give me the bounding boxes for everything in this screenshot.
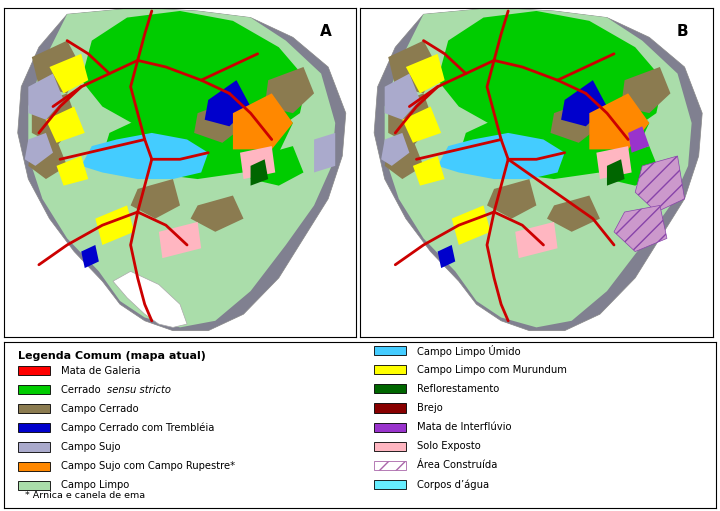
Text: Mata de Interflúvio: Mata de Interflúvio (417, 422, 511, 432)
Polygon shape (233, 94, 293, 149)
Polygon shape (265, 67, 314, 113)
Polygon shape (487, 179, 536, 219)
Text: Campo Cerrado: Campo Cerrado (60, 404, 138, 414)
Polygon shape (551, 100, 600, 143)
Polygon shape (516, 222, 557, 258)
Polygon shape (113, 271, 187, 328)
Text: Área Construída: Área Construída (417, 460, 498, 470)
Polygon shape (81, 245, 99, 268)
Polygon shape (607, 146, 660, 185)
Text: Campo Sujo com Campo Rupestre*: Campo Sujo com Campo Rupestre* (60, 461, 235, 471)
Text: Campo Cerrado com Trembléia: Campo Cerrado com Trembléia (60, 423, 214, 433)
Polygon shape (32, 94, 78, 146)
Text: Campo Limpo com Murundum: Campo Limpo com Murundum (417, 365, 567, 375)
Text: Mata de Galeria: Mata de Galeria (60, 365, 140, 376)
Polygon shape (621, 67, 670, 113)
Polygon shape (314, 133, 336, 173)
Polygon shape (547, 196, 600, 232)
Polygon shape (81, 133, 208, 179)
Polygon shape (28, 8, 336, 328)
Bar (374, 365, 406, 375)
Text: Cerrado: Cerrado (60, 385, 104, 394)
Polygon shape (240, 146, 275, 179)
Polygon shape (204, 80, 251, 126)
Bar (18, 443, 50, 452)
Polygon shape (46, 106, 85, 143)
Text: Legenda Comum (mapa atual): Legenda Comum (mapa atual) (18, 351, 206, 361)
Bar (374, 403, 406, 412)
Polygon shape (159, 222, 201, 258)
Polygon shape (374, 8, 702, 331)
Polygon shape (388, 40, 438, 94)
Polygon shape (50, 54, 89, 94)
Polygon shape (251, 146, 304, 185)
Text: Solo Exposto: Solo Exposto (417, 441, 481, 451)
Bar (18, 366, 50, 375)
Polygon shape (18, 8, 346, 331)
Text: A: A (320, 24, 332, 39)
Bar (18, 404, 50, 413)
Polygon shape (402, 106, 441, 143)
Text: * Arnica e canela de ema: * Arnica e canela de ema (25, 491, 145, 500)
Text: Campo Limpo Úmido: Campo Limpo Úmido (417, 345, 521, 357)
Text: B: B (677, 24, 688, 39)
Text: Reflorestamento: Reflorestamento (417, 384, 499, 394)
Polygon shape (438, 245, 455, 268)
Polygon shape (438, 11, 663, 140)
Text: Brejo: Brejo (417, 403, 443, 413)
Text: Corpos d’água: Corpos d’água (417, 479, 489, 490)
Polygon shape (194, 100, 243, 143)
Polygon shape (451, 205, 490, 245)
Polygon shape (130, 179, 180, 219)
Polygon shape (388, 94, 434, 146)
Text: sensu stricto: sensu stricto (107, 385, 171, 394)
Polygon shape (24, 133, 53, 166)
Polygon shape (614, 205, 667, 251)
Polygon shape (438, 133, 564, 179)
Bar (374, 423, 406, 432)
Polygon shape (561, 80, 607, 126)
Bar (374, 480, 406, 489)
Polygon shape (32, 40, 81, 94)
Polygon shape (28, 74, 63, 120)
Polygon shape (589, 94, 649, 149)
Polygon shape (459, 106, 649, 179)
Polygon shape (635, 156, 685, 212)
Text: Campo Limpo: Campo Limpo (60, 480, 129, 490)
Bar (18, 385, 50, 394)
Polygon shape (56, 156, 89, 185)
Polygon shape (384, 74, 420, 120)
Polygon shape (251, 159, 268, 185)
Bar (374, 346, 406, 355)
Polygon shape (95, 205, 134, 245)
Bar (374, 461, 406, 470)
Bar (374, 442, 406, 451)
Polygon shape (628, 126, 649, 153)
Polygon shape (607, 159, 624, 185)
Polygon shape (406, 54, 445, 94)
Bar (18, 461, 50, 471)
Polygon shape (191, 196, 243, 232)
Polygon shape (28, 140, 67, 179)
Polygon shape (102, 106, 293, 179)
Polygon shape (596, 146, 631, 179)
Bar (18, 423, 50, 432)
Polygon shape (413, 156, 445, 185)
Bar (18, 481, 50, 490)
Polygon shape (384, 140, 423, 179)
Text: Campo Sujo: Campo Sujo (60, 442, 120, 452)
Polygon shape (384, 8, 692, 328)
Polygon shape (81, 11, 307, 140)
Bar (374, 384, 406, 393)
Polygon shape (381, 133, 410, 166)
